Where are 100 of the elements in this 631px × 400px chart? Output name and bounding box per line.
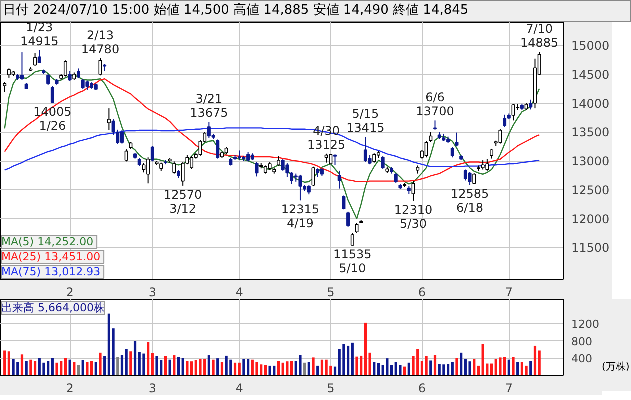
candlestick <box>77 68 81 80</box>
y-tick-label: 15000 <box>572 39 610 54</box>
y-tick-label: 800 <box>572 335 592 348</box>
candlestick <box>312 166 316 188</box>
candlestick <box>424 140 428 158</box>
bar <box>20 354 24 376</box>
bar <box>142 354 146 376</box>
chart-title: 出来高 5,664,000株 <box>2 302 105 314</box>
bar <box>434 355 437 376</box>
candlestick <box>81 78 85 90</box>
bar <box>64 358 68 376</box>
bar <box>390 366 394 376</box>
bar <box>456 358 458 376</box>
candlestick <box>64 60 68 78</box>
bar <box>12 359 15 376</box>
bar <box>425 356 428 376</box>
bar <box>320 360 324 376</box>
text: MA(25) 13,451.00 <box>2 250 101 264</box>
y-tick-label: 11500 <box>572 241 610 256</box>
y-tick-label: 12500 <box>572 183 610 198</box>
bar <box>290 361 294 376</box>
annotation: 1/23 14915 <box>20 20 59 49</box>
candlestick <box>529 99 533 110</box>
text: MA(75) 13,012.93 <box>2 266 101 278</box>
bar <box>230 360 232 376</box>
candlestick <box>107 108 111 131</box>
candlestick <box>394 172 398 184</box>
annotation: 12310 5/30 <box>394 202 433 231</box>
bar <box>299 355 302 376</box>
bar <box>8 352 10 376</box>
candlestick <box>281 158 285 172</box>
bar <box>125 349 128 376</box>
bar <box>399 365 402 376</box>
bar <box>238 362 241 376</box>
candlestick <box>372 153 376 164</box>
candlestick <box>142 162 146 174</box>
x-tick-label: 6 <box>418 382 426 396</box>
y-axis-title: (万株) <box>602 299 631 391</box>
annotation: 5/15 13415 <box>346 107 385 136</box>
annotation: 12570 3/12 <box>164 188 202 216</box>
bar <box>286 362 289 376</box>
candlestick <box>498 128 502 144</box>
candlestick <box>120 130 124 144</box>
bar <box>520 362 524 376</box>
bar <box>304 362 306 376</box>
bar <box>508 360 510 376</box>
candlestick <box>429 132 433 143</box>
bar <box>499 358 502 376</box>
candlestick <box>46 74 50 86</box>
bar <box>268 366 272 376</box>
x-tick-label: 6 <box>418 286 426 300</box>
annotation: 12585 6/18 <box>450 187 490 216</box>
candlestick <box>338 170 342 190</box>
candlestick <box>238 150 242 160</box>
bar <box>199 358 202 376</box>
bar <box>30 360 32 376</box>
bar <box>525 366 528 376</box>
bar <box>473 358 476 376</box>
bar <box>408 362 410 376</box>
bar <box>186 361 189 376</box>
annotation: 11535 5/10 <box>334 248 372 276</box>
candlestick <box>450 146 454 158</box>
bar <box>451 362 454 376</box>
bar <box>68 360 72 376</box>
candlestick <box>98 58 102 76</box>
x-tick-label: 2 <box>66 286 74 300</box>
annotation: 7/10 14885 <box>520 22 559 50</box>
text: MA(5) 14,252.00 <box>2 236 94 248</box>
y-tick-label: 12000 <box>572 212 610 226</box>
candlestick <box>20 52 24 81</box>
y-tick-label: 400 <box>572 352 592 366</box>
x-tick-label: 2 <box>66 382 74 396</box>
bar <box>442 364 446 376</box>
bar <box>134 341 137 376</box>
candlestick <box>381 156 385 170</box>
bar <box>256 362 258 376</box>
annotation: 12315 4/19 <box>281 202 320 231</box>
bar <box>460 352 463 376</box>
candlestick <box>486 158 490 172</box>
bar <box>482 344 484 376</box>
candlestick <box>350 232 354 246</box>
bar <box>242 359 246 376</box>
bar <box>173 356 176 376</box>
bar <box>264 366 267 376</box>
bar <box>282 362 284 376</box>
bar <box>308 362 310 376</box>
bar <box>373 362 376 376</box>
bar <box>225 356 228 376</box>
candlestick <box>412 180 416 202</box>
bar <box>82 360 84 376</box>
bar <box>438 364 441 376</box>
x-tick-label: 7 <box>505 382 513 396</box>
x-tick-label: 4 <box>236 382 244 396</box>
bar <box>86 362 89 376</box>
bar <box>234 362 237 376</box>
candlestick <box>455 132 459 148</box>
candlestick <box>216 139 220 160</box>
bar <box>342 344 346 376</box>
bar <box>51 358 54 376</box>
bar <box>56 362 58 376</box>
